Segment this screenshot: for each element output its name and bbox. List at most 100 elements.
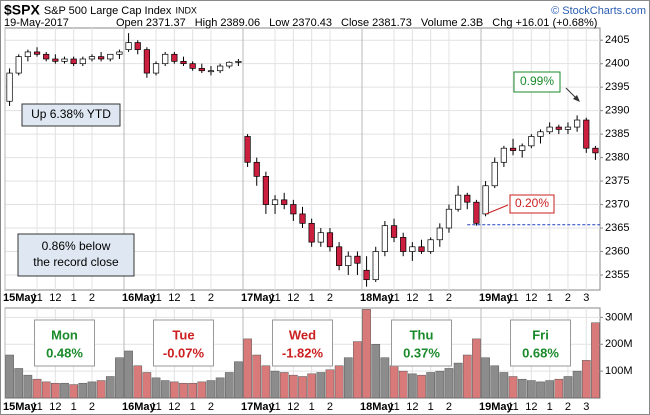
volume-bar bbox=[362, 309, 371, 399]
candle-body bbox=[519, 145, 526, 151]
day-change: -0.07% bbox=[163, 345, 205, 360]
volume-bar bbox=[14, 368, 24, 399]
volume-bar bbox=[325, 369, 335, 399]
candle-body bbox=[509, 147, 517, 151]
x-tick-label: 12 bbox=[406, 292, 418, 304]
candle-body bbox=[354, 255, 361, 264]
candle-body bbox=[436, 227, 443, 241]
date: 19-May-2017 bbox=[4, 17, 69, 29]
annotation-text: 0.20% bbox=[515, 196, 549, 210]
x-tick-label: 12 bbox=[287, 292, 299, 304]
y-tick-label: 2385 bbox=[605, 128, 629, 140]
y-tick-label: 2390 bbox=[605, 105, 629, 117]
exchange: INDX bbox=[175, 5, 197, 15]
x-tick-label: 12 bbox=[406, 401, 418, 413]
candle-body bbox=[345, 255, 352, 266]
volume-bar bbox=[261, 365, 271, 399]
stat-value: 2371.37 bbox=[146, 17, 186, 29]
x-tick-label: 18May bbox=[360, 401, 395, 413]
x-tick-label: 2 bbox=[565, 401, 571, 413]
volume-bar bbox=[472, 338, 481, 399]
x-tick-label: 2 bbox=[208, 401, 214, 413]
y-tick-label: 200M bbox=[605, 338, 633, 350]
day-box bbox=[510, 319, 571, 367]
volume-bar bbox=[289, 374, 298, 399]
x-tick-label: 3 bbox=[583, 292, 589, 304]
candle-body bbox=[6, 72, 13, 102]
volume-bar bbox=[270, 370, 280, 399]
volume-bar bbox=[41, 381, 51, 399]
candle-body bbox=[299, 213, 306, 224]
candle-body bbox=[281, 199, 288, 205]
stat-value: 2381.73 bbox=[372, 17, 412, 29]
x-tick-label: 19May bbox=[479, 292, 514, 304]
x-tick-label: 12 bbox=[49, 292, 61, 304]
candle-body bbox=[418, 246, 425, 252]
x-tick-label: 19May bbox=[479, 401, 514, 413]
annotation-box bbox=[513, 71, 561, 93]
volume-bar bbox=[234, 361, 243, 399]
index-name: S&P 500 Large Cap Index bbox=[44, 5, 172, 17]
volume-bar bbox=[252, 354, 262, 399]
x-tick-label: 2 bbox=[565, 292, 571, 304]
volume-bar bbox=[499, 372, 509, 399]
candle-body bbox=[198, 68, 205, 72]
stat-value: +16.01 (+0.68%) bbox=[515, 17, 597, 29]
x-tick-label: 1 bbox=[190, 401, 196, 413]
volume-bar bbox=[96, 380, 106, 399]
volume-bar bbox=[417, 374, 426, 399]
candle-body bbox=[455, 194, 462, 210]
volume-bar bbox=[316, 372, 326, 399]
x-tick-label: 1 bbox=[547, 292, 553, 304]
x-tick-label: 15May bbox=[3, 401, 38, 413]
stat-label: High bbox=[195, 17, 218, 29]
stat-label: Volume bbox=[421, 17, 458, 29]
candle-body bbox=[33, 51, 41, 55]
candle-body bbox=[555, 126, 562, 130]
candle-body bbox=[500, 147, 507, 163]
x-tick-label: 11 bbox=[269, 292, 280, 304]
volume-bar bbox=[60, 382, 69, 399]
candle-body bbox=[290, 204, 297, 215]
x-tick-label: 1 bbox=[428, 401, 434, 413]
day-name: Mon bbox=[51, 327, 78, 342]
x-tick-label: 17May bbox=[241, 401, 276, 413]
candle-body bbox=[528, 136, 535, 147]
volume-bar bbox=[179, 382, 188, 399]
candle-body bbox=[88, 56, 96, 60]
volume-bar bbox=[462, 354, 472, 399]
candle-body bbox=[43, 53, 50, 60]
x-tick-label: 2 bbox=[89, 401, 95, 413]
candle-body bbox=[24, 51, 31, 57]
candle-body bbox=[79, 58, 86, 65]
x-tick-label: 18May bbox=[360, 292, 395, 304]
candle-body bbox=[15, 56, 22, 74]
day-change: 0.37% bbox=[403, 345, 440, 360]
day-box bbox=[391, 319, 452, 367]
symbol: $SPX bbox=[4, 2, 40, 18]
x-tick-label: 1 bbox=[309, 292, 315, 304]
y-tick-label: 2355 bbox=[605, 269, 629, 281]
y-tick-label: 2375 bbox=[605, 175, 629, 187]
volume-bar bbox=[591, 322, 600, 399]
x-tick-label: 11 bbox=[31, 292, 42, 304]
candle-body bbox=[162, 53, 169, 65]
x-tick-label: 11 bbox=[31, 401, 42, 413]
stat-label: Chg bbox=[492, 17, 512, 29]
volume-bar bbox=[307, 373, 316, 399]
x-tick-label: 2 bbox=[208, 292, 214, 304]
candle-body bbox=[70, 58, 77, 65]
x-tick-label: 2 bbox=[89, 292, 95, 304]
volume-bar bbox=[133, 365, 143, 399]
volume-bar bbox=[545, 380, 554, 399]
candle-body bbox=[537, 131, 544, 137]
x-tick-label: 11 bbox=[507, 292, 518, 304]
volume-bar bbox=[243, 338, 252, 399]
candle-body bbox=[107, 53, 114, 60]
x-tick-label: 11 bbox=[269, 401, 280, 413]
volume-bar bbox=[508, 376, 518, 399]
candle-body bbox=[409, 246, 416, 252]
candle-body bbox=[317, 232, 324, 243]
volume-bar bbox=[197, 381, 207, 399]
x-tick-label: 1 bbox=[428, 292, 434, 304]
